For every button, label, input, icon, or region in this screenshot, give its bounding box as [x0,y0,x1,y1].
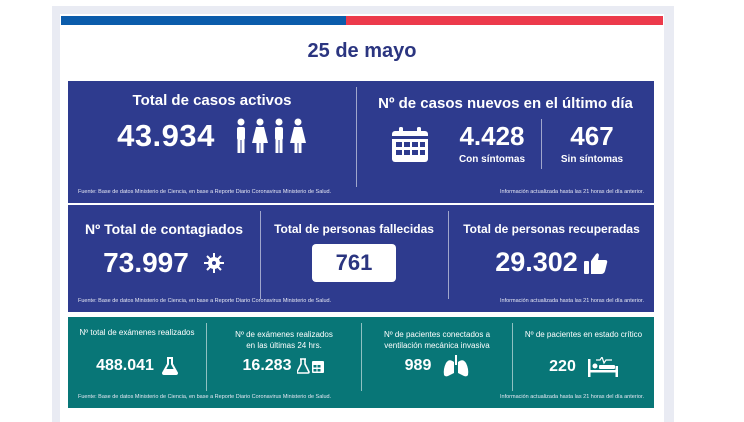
recovered-card: Total de personas recuperadas 29.302 [449,205,654,278]
new-cases-card: Nº de casos nuevos en el último día 4.42… [357,81,654,169]
ventilation-title-2: ventilación mecánica invasiva [384,341,490,350]
with-symptoms-value: 4.428 [459,121,525,151]
total-infected-title: Nº Total de contagiados [84,221,244,237]
deceased-card: Total de personas fallecidas 761 [261,205,447,282]
recovered-title: Total de personas recuperadas [463,222,640,236]
critical-value: 220 [549,358,576,375]
lungs-icon [444,355,469,377]
top-bar-red [346,16,663,25]
row2-separator-2 [448,211,449,299]
top-color-bar [61,16,663,25]
row3-footer: Fuente: Base de datos Ministerio de Cien… [68,394,654,404]
deceased-title: Total de personas fallecidas [274,222,434,236]
calendar-icon [392,127,428,162]
critical-title: Nº de pacientes en estado crítico [524,330,643,339]
row2-separator-1 [260,211,261,299]
row1-source: Fuente: Base de datos Ministerio de Cien… [78,189,332,195]
ventilation-card: Nº de pacientes conectados a ventilación… [362,317,512,377]
with-symptoms-label: Con síntomas [458,154,526,165]
people-icon [236,118,306,153]
without-symptoms-label: Sin síntomas [560,154,624,165]
flask-icon [161,357,178,375]
row3-updated: Información actualizada hasta las 21 hor… [499,394,644,400]
without-symptoms-value: 467 [570,121,614,151]
active-cases-title: Total de casos activos [132,92,292,109]
new-cases-title: Nº de casos nuevos en el último día [378,95,633,112]
row3-separator-1 [206,323,207,391]
row3-separator-2 [361,323,362,391]
exams-24h-title-2: en las últimas 24 hrs. [246,341,322,350]
row1-separator [356,87,357,187]
active-cases-value: 43.934 [117,118,215,153]
panel-exams-patients: Nº total de exámenes realizados 488.041 … [68,317,654,408]
panel-totals: Nº Total de contagiados 73.997 Total de … [68,205,654,312]
flask-calendar-icon [297,358,325,374]
thumbs-up-icon [583,252,608,274]
exams-24h-card: Nº de exámenes realizados en las últimas… [207,317,361,375]
ventilation-value: 989 [404,357,432,374]
total-infected-card: Nº Total de contagiados 73.997 [68,205,260,279]
with-symptoms: 4.428 Con síntomas [437,121,547,165]
total-infected-value: 73.997 [103,247,189,278]
exams-24h-value: 16.283 [242,357,292,374]
exams-total-title: Nº total de exámenes realizados [79,328,195,337]
row1-footer: Fuente: Base de datos Ministerio de Cien… [68,189,654,199]
exams-total-card: Nº total de exámenes realizados 488.041 [68,317,206,375]
row3-separator-3 [512,323,513,391]
panel-active-new-cases: Total de casos activos 43.934 Nº de caso… [68,81,654,203]
critical-card: Nº de pacientes en estado crítico 220 [513,317,654,377]
top-bar-blue [61,16,346,25]
deceased-value: 761 [312,244,396,282]
report-date: 25 de mayo [307,40,417,62]
active-cases-card: Total de casos activos 43.934 [68,81,356,154]
row2-source: Fuente: Base de datos Ministerio de Cien… [78,298,332,304]
row2-updated: Información actualizada hasta las 21 hor… [499,298,644,304]
recovered-value: 29.302 [495,247,578,277]
virus-icon [203,253,224,273]
new-cases-divider [541,119,542,169]
ventilation-title-1: Nº de pacientes conectados a [383,330,491,339]
row1-updated: Información actualizada hasta las 21 hor… [499,189,644,195]
exams-24h-title-1: Nº de exámenes realizados [235,330,333,339]
row3-source: Fuente: Base de datos Ministerio de Cien… [78,394,332,400]
exams-total-value: 488.041 [96,357,154,374]
hospital-bed-icon [587,357,618,377]
row2-footer: Fuente: Base de datos Ministerio de Cien… [68,298,654,308]
without-symptoms: 467 Sin síntomas [547,121,637,165]
